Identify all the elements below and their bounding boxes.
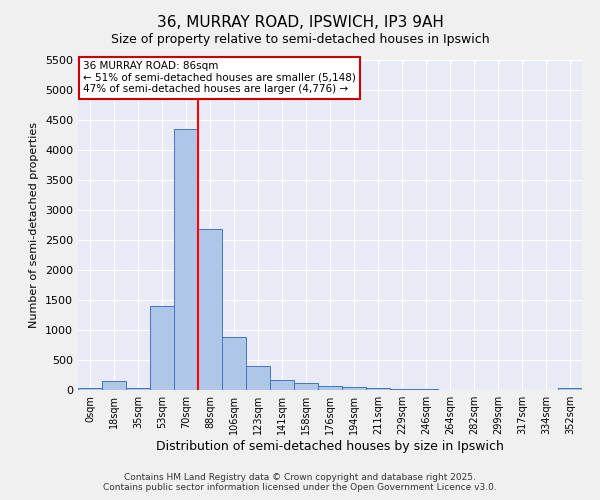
X-axis label: Distribution of semi-detached houses by size in Ipswich: Distribution of semi-detached houses by … xyxy=(156,440,504,453)
Bar xyxy=(246,366,270,390)
Bar xyxy=(126,388,150,390)
Bar xyxy=(78,388,102,390)
Bar xyxy=(198,229,222,390)
Text: 36 MURRAY ROAD: 86sqm
← 51% of semi-detached houses are smaller (5,148)
47% of s: 36 MURRAY ROAD: 86sqm ← 51% of semi-deta… xyxy=(83,61,356,94)
Text: Contains HM Land Registry data © Crown copyright and database right 2025.
Contai: Contains HM Land Registry data © Crown c… xyxy=(103,473,497,492)
Bar xyxy=(342,387,366,390)
Bar xyxy=(222,337,246,390)
Text: Size of property relative to semi-detached houses in Ipswich: Size of property relative to semi-detach… xyxy=(110,32,490,46)
Bar xyxy=(102,381,126,390)
Y-axis label: Number of semi-detached properties: Number of semi-detached properties xyxy=(29,122,40,328)
Bar xyxy=(150,306,174,390)
Bar xyxy=(174,129,198,390)
Bar xyxy=(294,384,318,390)
Text: 36, MURRAY ROAD, IPSWICH, IP3 9AH: 36, MURRAY ROAD, IPSWICH, IP3 9AH xyxy=(157,15,443,30)
Bar xyxy=(390,389,414,390)
Bar xyxy=(270,380,294,390)
Bar xyxy=(366,388,390,390)
Bar xyxy=(318,386,342,390)
Bar xyxy=(558,388,582,390)
